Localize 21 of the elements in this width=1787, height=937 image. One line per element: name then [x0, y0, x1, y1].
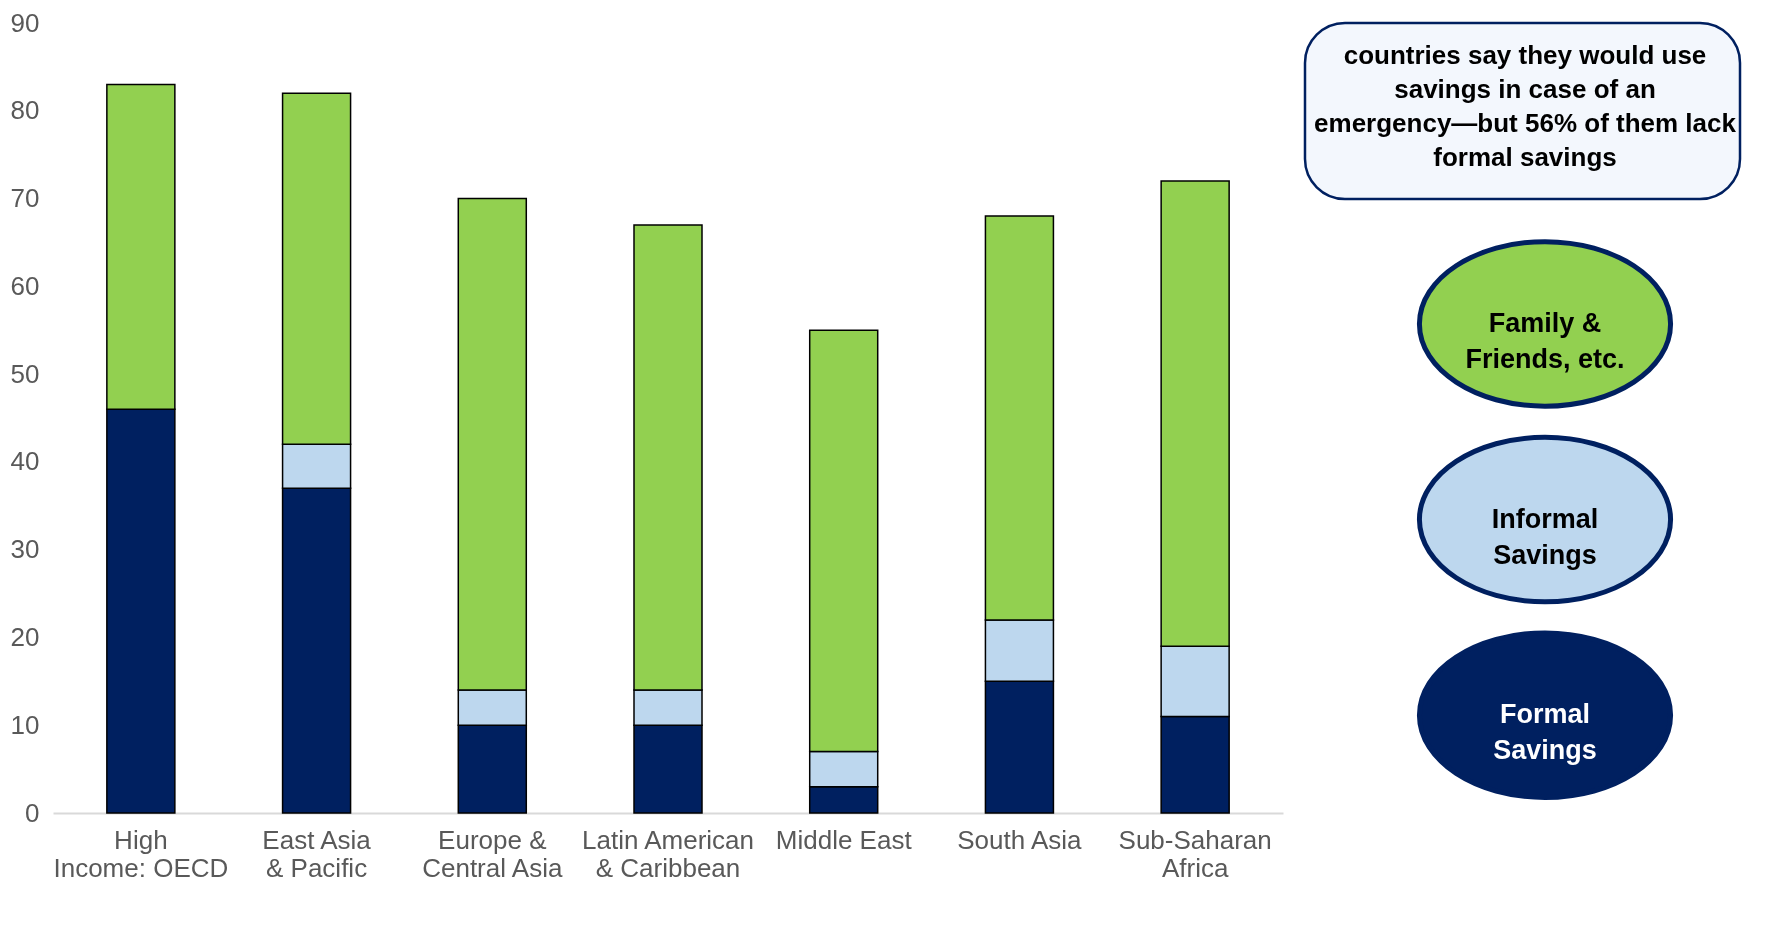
x-tick-label: Europe & Central Asia: [422, 824, 563, 883]
y-tick-label: 0: [25, 797, 40, 828]
text: Formal Savings: [1493, 699, 1597, 766]
x-tick-label: High Income: OECD: [53, 824, 229, 883]
y-tick-label: 60: [10, 270, 40, 301]
y-tick-label: 30: [10, 534, 40, 565]
y-tick-label: 10: [10, 709, 40, 740]
x-tick-label: East Asia & Pacific: [262, 824, 372, 883]
text: Family & Friends, etc.: [1465, 307, 1625, 374]
x-tick-label: Middle East: [775, 824, 913, 855]
x-tick-label: Sub-Saharan Africa: [1118, 824, 1272, 883]
y-tick-label: 40: [10, 446, 40, 477]
text: countries say they would use savings in case of an emergency—but 56% of them lack formal savings: [1314, 40, 1737, 172]
y-tick-label: 50: [10, 358, 40, 389]
x-tick-label: Latin American & Caribbean: [582, 824, 754, 883]
x-tick-label: South Asia: [957, 824, 1083, 855]
y-tick-label: 20: [10, 621, 40, 652]
text: Informal Savings: [1491, 503, 1599, 570]
y-tick-label: 80: [10, 95, 40, 126]
y-tick-label: 90: [10, 7, 40, 38]
y-tick-label: 70: [10, 183, 40, 214]
